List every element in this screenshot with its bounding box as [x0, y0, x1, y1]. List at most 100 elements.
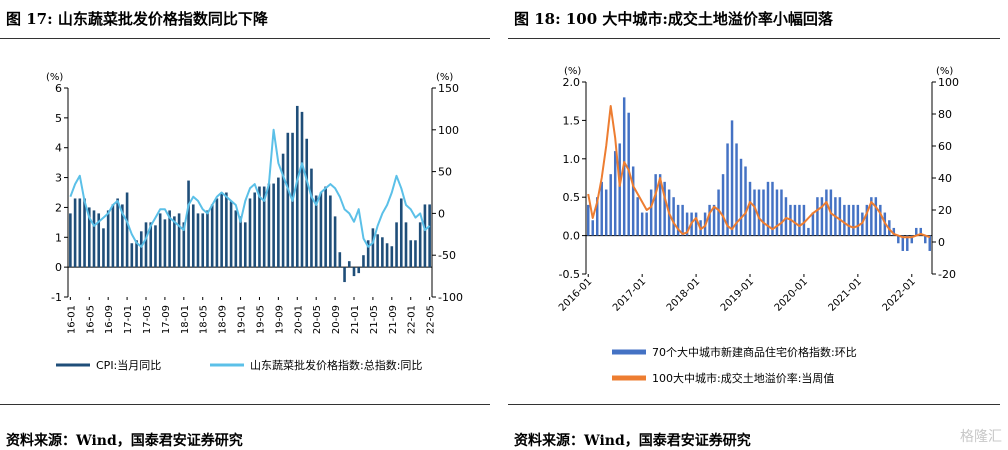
- bar-2021-09: [892, 227, 896, 236]
- x-tick-label: 21-01: [350, 305, 361, 334]
- bar-21-01: [352, 267, 356, 277]
- bar-19-09: [277, 177, 280, 268]
- left-tick-label: 1: [55, 231, 62, 244]
- bar-19-11: [286, 132, 290, 268]
- bar-2016-02: [591, 220, 594, 236]
- bar-2020-02: [807, 227, 810, 236]
- bar-2022-02: [915, 227, 918, 236]
- x-tick-label: 19-01: [237, 305, 248, 334]
- bar-20-03: [305, 138, 309, 268]
- bar-17-03: [135, 240, 138, 268]
- x-tick-label: 18-09: [218, 305, 229, 334]
- bar-16-09: [106, 210, 110, 268]
- bar-20-11: [343, 267, 346, 283]
- bar-16-10: [111, 204, 115, 268]
- x-tick-label: 18-05: [199, 305, 210, 334]
- bar-2021-02: [861, 212, 864, 236]
- bar-19-07: [267, 183, 271, 268]
- x-tick-label: 20-01: [293, 305, 304, 334]
- x-tick-label: 21-09: [388, 305, 399, 334]
- bar-17-05: [144, 222, 148, 268]
- right-tick-label: 0: [938, 236, 945, 249]
- left-unit-label: (%): [564, 66, 581, 77]
- bar-2021-03: [865, 204, 869, 236]
- bar-18-03: [191, 204, 195, 268]
- bar-2022-05: [928, 235, 931, 251]
- bar-16-08: [102, 228, 105, 268]
- bar-2016-01: [587, 204, 590, 236]
- right-tick-label: 100: [938, 76, 959, 89]
- bar-2016-10: [627, 112, 630, 236]
- bar-2021-06: [879, 204, 882, 236]
- left-tick-label: 0.0: [563, 230, 581, 243]
- legend-label: 100大中城市:成交土地溢价率:当周值: [652, 371, 834, 385]
- bar-2019-01: [748, 181, 752, 236]
- right-tick-label: 50: [438, 166, 452, 179]
- bar-2018-12: [744, 166, 747, 236]
- bar-21-03: [362, 255, 365, 268]
- x-tick-label: 2020-01: [773, 276, 810, 313]
- bar-2017-09: [676, 204, 680, 236]
- left-source-rule: [0, 404, 490, 405]
- bar-21-06: [376, 234, 379, 268]
- bar-2019-11: [793, 204, 797, 236]
- right-tick-label: 80: [938, 108, 952, 121]
- legend-label: 70个大中城市新建商品住宅价格指数:环比: [652, 345, 857, 359]
- bar-16-05: [87, 207, 91, 268]
- bar-17-09: [163, 219, 167, 268]
- left-tick-label: 3: [55, 172, 62, 185]
- x-tick-label: 2019-01: [719, 276, 756, 313]
- bar-2018-10: [735, 143, 738, 236]
- right-tick-label: 40: [938, 172, 952, 185]
- bar-2018-07: [721, 174, 725, 236]
- bar-17-07: [154, 225, 157, 268]
- bar-20-02: [300, 111, 304, 268]
- bar-22-04: [423, 204, 427, 268]
- x-tick-label: 16-05: [85, 305, 96, 334]
- bar-2021-01: [856, 204, 860, 236]
- left-figure: 图 17: 山东蔬菜批发价格指数同比下降 (%) (%) -1 0 1 2 3 4 5 6 -100…: [0, 0, 496, 450]
- bar-2020-03: [811, 212, 815, 236]
- bar-2016-12: [636, 197, 639, 236]
- left-tick-label: 0.5: [563, 191, 581, 204]
- bar-21-04: [366, 240, 370, 268]
- right-tick-label: -20: [938, 268, 956, 281]
- bar-18-06: [206, 210, 209, 268]
- bar-2018-08: [726, 143, 729, 236]
- bar-17-06: [149, 222, 153, 268]
- x-tick-label: 2021-01: [827, 276, 864, 313]
- left-tick-label: -1: [51, 291, 62, 304]
- x-tick-label: 2017-01: [611, 276, 648, 313]
- bar-2017-01: [640, 212, 644, 236]
- left-unit-label: (%): [46, 72, 63, 83]
- bar-2020-12: [852, 204, 855, 236]
- bar-2019-06: [771, 181, 774, 236]
- bar-18-08: [215, 198, 219, 268]
- bar-2018-11: [739, 158, 743, 236]
- bar-2017-06: [663, 181, 666, 236]
- bar-22-01: [409, 240, 413, 268]
- bar-2021-12: [906, 235, 909, 251]
- bar-20-09: [333, 216, 337, 268]
- left-source-note: 资料来源：Wind，国泰君安证券研究: [6, 433, 243, 449]
- bar-2017-05: [658, 174, 662, 236]
- bar-19-10: [281, 153, 285, 268]
- bar-2017-10: [681, 204, 684, 236]
- left-tick-label: 5: [55, 112, 62, 125]
- right-unit-label: (%): [936, 66, 953, 77]
- bar-20-08: [329, 195, 332, 268]
- x-tick-label: 21-05: [369, 305, 380, 334]
- bar-2017-08: [672, 197, 675, 236]
- bar-2021-10: [897, 235, 900, 244]
- bar-2018-05: [712, 204, 716, 236]
- bar-21-10: [395, 222, 398, 268]
- bar-20-01: [295, 105, 299, 268]
- right-tick-label: 60: [938, 140, 952, 153]
- bar-2020-04: [816, 197, 819, 236]
- bar-17-04: [139, 231, 143, 268]
- bar-20-06: [319, 192, 323, 268]
- bar-20-07: [324, 186, 327, 268]
- bar-2018-04: [708, 204, 711, 236]
- bar-19-06: [262, 186, 266, 268]
- bar-2016-05: [604, 189, 608, 236]
